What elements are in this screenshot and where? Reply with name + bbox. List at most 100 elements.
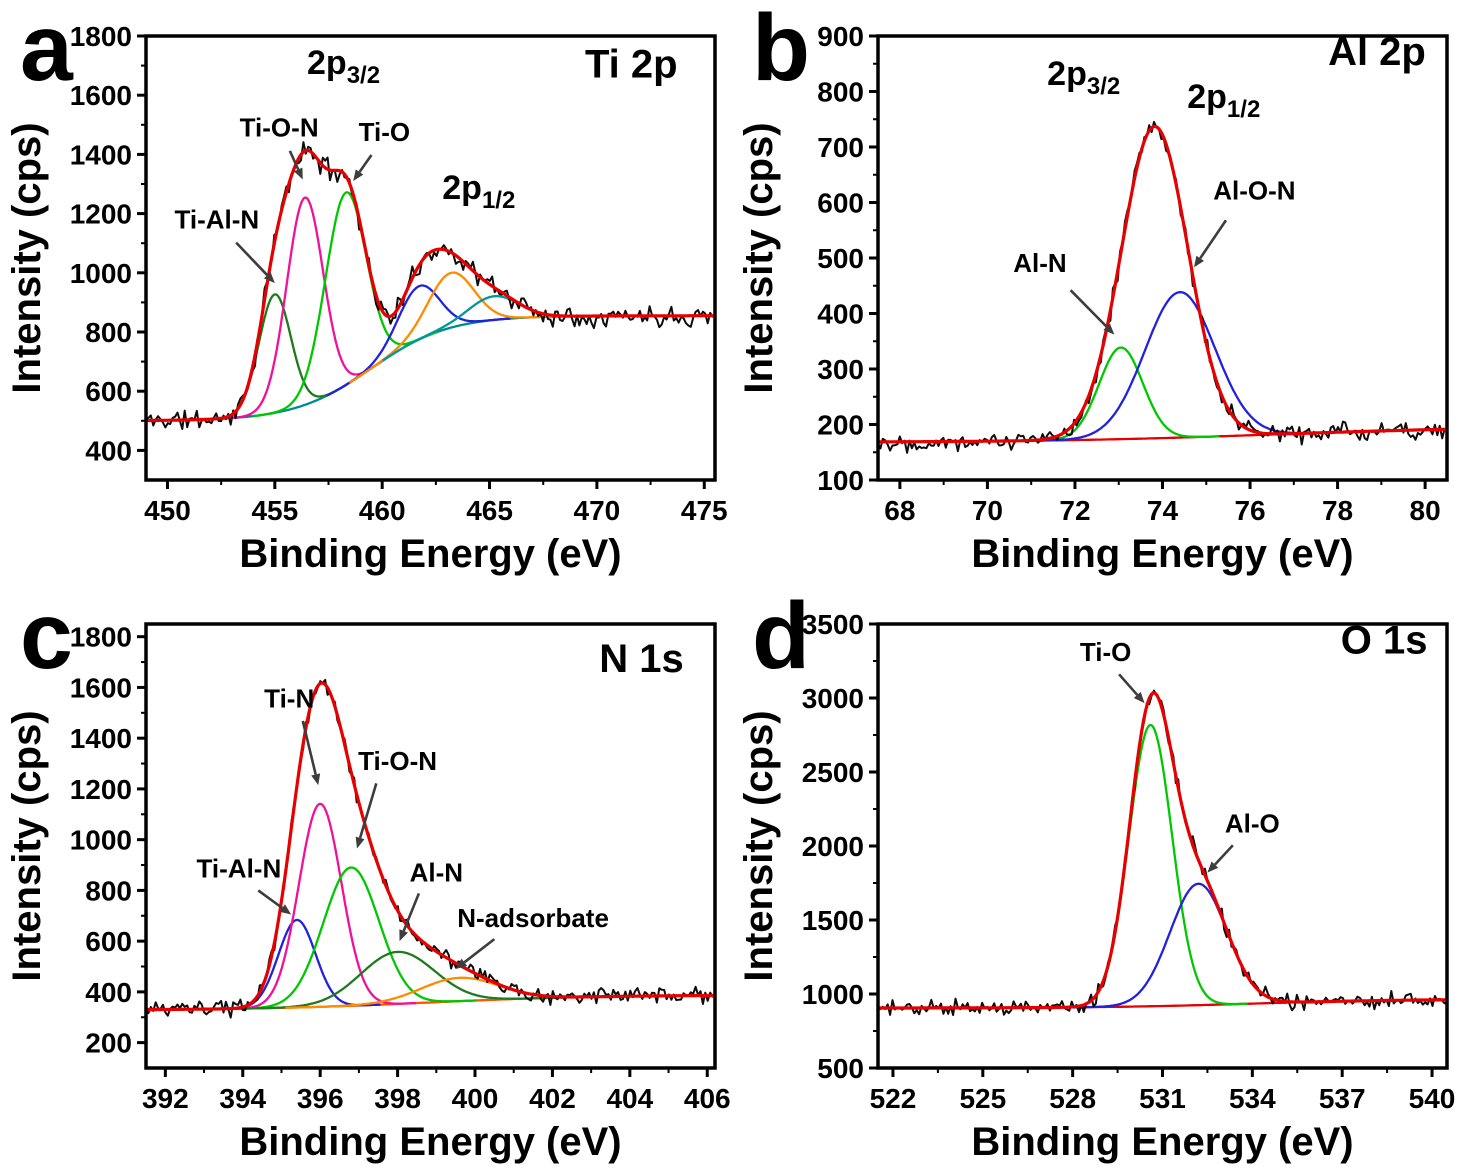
y-tick-label: 1200 [70, 774, 132, 805]
annotation-arrow [358, 154, 373, 173]
x-tick-label: 465 [466, 495, 513, 526]
y-tick-label: 800 [817, 77, 864, 108]
annotation-label: Ti-O-N [240, 113, 319, 143]
y-tick-label: 1500 [802, 905, 864, 936]
annotation-arrowhead [455, 958, 468, 970]
y-tick-label: 600 [85, 376, 132, 407]
x-tick-label: 475 [681, 495, 728, 526]
xps-chart-d: 522 525 528 531 534 537 540 500 1000 1500 2000 2500… [737, 588, 1456, 1164]
y-tick-label: 600 [817, 188, 864, 219]
curve-Ti-O [253, 191, 438, 418]
annotation-label: Ti-O-N [358, 746, 437, 776]
annotation-arrow [463, 938, 496, 964]
annotation-arrow [301, 720, 317, 775]
panel-c-n1s: 392 394 396 398 400 402 404 406 200 400 600 800 1000… [0, 588, 731, 1175]
x-tick-label: 68 [884, 495, 915, 526]
annotations: Ti-O Al-O [1080, 637, 1280, 873]
curve-Ti-O-N [222, 196, 388, 420]
annotation-label: 2p3/2 [1047, 55, 1120, 100]
x-axis-title: Binding Energy (eV) [239, 1120, 621, 1164]
xps-chart-a: 450 455 460 465 470 475 400 600 800 1000 1200 1400 1… [5, 0, 728, 576]
x-tick-label: 392 [142, 1083, 189, 1114]
y-tick-label: 1400 [70, 139, 132, 170]
y-axis-title: Intensity (cps) [5, 122, 49, 393]
annotation-arrow [1213, 844, 1234, 866]
annotation-label: Ti-N [264, 684, 314, 714]
curve-Al-O-N [1022, 291, 1338, 442]
annotation-arrowhead [1194, 255, 1204, 268]
x-tick-label: 78 [1322, 495, 1353, 526]
annotation-label: Ti-O [1080, 637, 1132, 667]
annotation-arrowhead [1103, 323, 1115, 335]
annotation-arrow [1199, 219, 1228, 260]
raw-data-trace [878, 120, 1447, 454]
x-tick-label: 74 [1147, 495, 1179, 526]
x-tick-label: 525 [959, 1083, 1006, 1114]
annotation-arrow [358, 782, 378, 839]
y-tick-label: 900 [817, 21, 864, 52]
y-axis-title: Intensity (cps) [737, 710, 781, 981]
fit-envelope [878, 124, 1447, 444]
curve-Ti-Al-N [212, 918, 382, 1011]
annotation-arrowhead [353, 169, 364, 182]
y-axis-title: Intensity (cps) [5, 710, 49, 981]
y-tick-label: 3000 [802, 683, 864, 714]
panel-title: Ti 2p [585, 42, 678, 86]
y-tick-label: 3500 [802, 609, 864, 640]
annotation-arrowhead [1207, 861, 1219, 873]
raw-data-trace [146, 678, 715, 1019]
fit-envelope [146, 681, 715, 1012]
plot-frame [876, 622, 1449, 1070]
annotation-arrowhead [355, 836, 365, 849]
curve-Al-O [1070, 882, 1327, 1009]
fit-envelope [878, 691, 1447, 1010]
panel-letter: a [20, 0, 74, 101]
annotation-label: 2p3/2 [307, 44, 380, 89]
x-tick-label: 404 [606, 1083, 653, 1114]
annotation-label: 2p1/2 [442, 169, 515, 214]
x-tick-label: 450 [144, 495, 191, 526]
annotations: Ti-N Ti-O-N Ti-Al-N Al-N N-adsorbate [197, 684, 609, 970]
annotation-arrow [235, 241, 269, 277]
y-tick-label: 200 [817, 410, 864, 441]
x-tick-label: 76 [1234, 495, 1265, 526]
axes-ticks: 522 525 528 531 534 537 540 500 1000 1500 2000 2500… [802, 609, 1456, 1114]
annotation-label: Al-N [410, 858, 463, 888]
panel-title: O 1s [1341, 619, 1428, 663]
y-tick-label: 500 [817, 243, 864, 274]
y-tick-label: 2000 [802, 831, 864, 862]
x-tick-label: 534 [1229, 1083, 1276, 1114]
y-tick-label: 1000 [802, 979, 864, 1010]
curve-background [146, 314, 715, 422]
curve-Ti-O [1053, 723, 1248, 1009]
annotation-arrow [1069, 289, 1108, 328]
x-tick-label: 531 [1139, 1083, 1186, 1114]
annotation-arrowhead [311, 773, 321, 786]
axes-ticks: 392 394 396 398 400 402 404 406 200 400 600 800 1000… [70, 622, 731, 1114]
annotation-arrow [257, 889, 284, 910]
plot-frame [876, 34, 1449, 482]
panel-title: Al 2p [1328, 30, 1426, 74]
y-tick-label: 1800 [70, 21, 132, 52]
annotation-arrow [288, 150, 300, 171]
x-tick-label: 522 [870, 1083, 917, 1114]
annotation-arrowhead [399, 929, 408, 942]
annotation-label: N-adsorbate [457, 903, 609, 933]
annotation-arrowhead [263, 272, 275, 284]
x-tick-label: 72 [1059, 495, 1090, 526]
x-tick-label: 460 [359, 495, 406, 526]
axes-ticks: 450 455 460 465 470 475 400 600 800 1000 1200 1400 1… [70, 21, 728, 526]
panel-letter: d [752, 588, 810, 689]
annotations: 2p3/2 2p1/2 Ti-O-N Ti-O Ti-Al-N [174, 44, 515, 284]
annotation-label: Al-O-N [1213, 176, 1295, 206]
x-tick-label: 80 [1410, 495, 1441, 526]
y-tick-label: 1000 [70, 825, 132, 856]
y-tick-label: 1600 [70, 80, 132, 111]
y-tick-label: 200 [85, 1028, 132, 1059]
x-tick-label: 537 [1319, 1083, 1366, 1114]
panel-a-ti2p: 450 455 460 465 470 475 400 600 800 1000 1200 1400 1… [0, 0, 731, 587]
curve-2p1-2-teal [382, 295, 606, 362]
panel-letter: c [20, 588, 73, 689]
axes-ticks: 68 70 72 74 76 78 80 100 200 300 400 500 600 700 800 90… [817, 21, 1440, 526]
y-axis-title: Intensity (cps) [737, 122, 781, 393]
